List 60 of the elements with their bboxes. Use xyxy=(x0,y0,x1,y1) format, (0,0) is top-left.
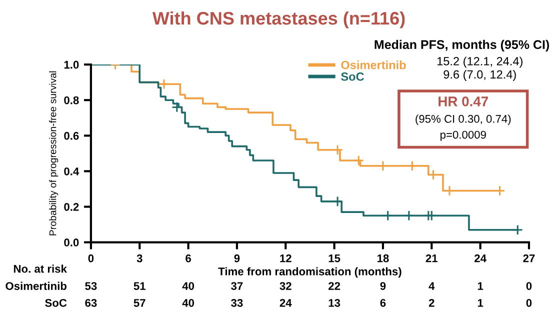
y-tick-label: 0.6 xyxy=(64,132,79,140)
point xyxy=(382,210,394,222)
y-axis-title: Probability of progression-free survival xyxy=(49,71,58,236)
annotation: 9.6 (7.0, 12.4) xyxy=(444,70,516,81)
text: SoC xyxy=(45,298,67,307)
point xyxy=(332,196,343,207)
y-tick-label: 0.0 xyxy=(64,238,79,246)
text: 22 xyxy=(328,282,340,290)
x-tick-label: 6 xyxy=(186,254,191,262)
x-axis-title: Time from randomisation (months) xyxy=(218,267,402,278)
text: 40 xyxy=(182,298,194,307)
point xyxy=(332,144,343,156)
x-tick-label: 15 xyxy=(328,254,340,262)
point xyxy=(378,160,388,172)
x-tick-label: 0 xyxy=(88,254,94,262)
text: 53 xyxy=(85,282,97,290)
text: Osimertinib xyxy=(6,282,67,290)
text: 40 xyxy=(182,282,194,290)
text: 32 xyxy=(280,282,292,290)
annotation: 15.2 (12.1, 24.4) xyxy=(437,56,522,68)
text: 0 xyxy=(526,298,532,307)
point xyxy=(406,160,418,172)
text: 51 xyxy=(134,282,146,290)
point xyxy=(512,224,524,236)
y-tick-label: 0.8 xyxy=(64,96,79,104)
text: 1 xyxy=(478,282,484,290)
y-tick-label: 1.0 xyxy=(64,60,79,69)
text: 13 xyxy=(328,298,340,307)
y-tick-label: 0.4 xyxy=(64,167,80,176)
x-tick-label: 18 xyxy=(377,254,389,262)
text: 9 xyxy=(380,282,386,290)
text: 57 xyxy=(134,299,146,307)
x-tick-label: 9 xyxy=(234,254,240,262)
point xyxy=(404,210,414,222)
x-tick-label: 12 xyxy=(280,254,292,262)
annotation: (95% CI 0.30, 0.74) xyxy=(416,114,511,125)
text: 24 xyxy=(280,298,292,307)
legend-label: Osimertinib xyxy=(341,60,406,70)
text: 33 xyxy=(231,298,243,307)
text: 0 xyxy=(526,282,532,290)
text: 37 xyxy=(231,282,243,290)
text: 6 xyxy=(380,298,386,307)
point xyxy=(426,210,438,222)
y-tick-label: 0.2 xyxy=(64,203,79,211)
x-tick-label: 3 xyxy=(136,254,142,262)
legend-label: SoC xyxy=(341,72,364,81)
text: 1 xyxy=(478,299,484,307)
annotation: HR 0.47 xyxy=(438,96,488,106)
text: Median PFS, months (95% CI) xyxy=(374,40,550,52)
text: 63 xyxy=(85,298,97,307)
text: 2 xyxy=(428,298,434,307)
text: 4 xyxy=(428,282,435,290)
point xyxy=(158,78,170,90)
x-tick-label: 21 xyxy=(426,254,438,262)
text: No. at risk xyxy=(14,264,67,273)
x-tick-label: 27 xyxy=(523,254,535,262)
x-tick-label: 24 xyxy=(474,254,486,262)
point xyxy=(353,155,364,166)
annotation: p=0.0009 xyxy=(440,130,486,141)
chart-title: With CNS metastases (n=116) xyxy=(152,11,405,28)
